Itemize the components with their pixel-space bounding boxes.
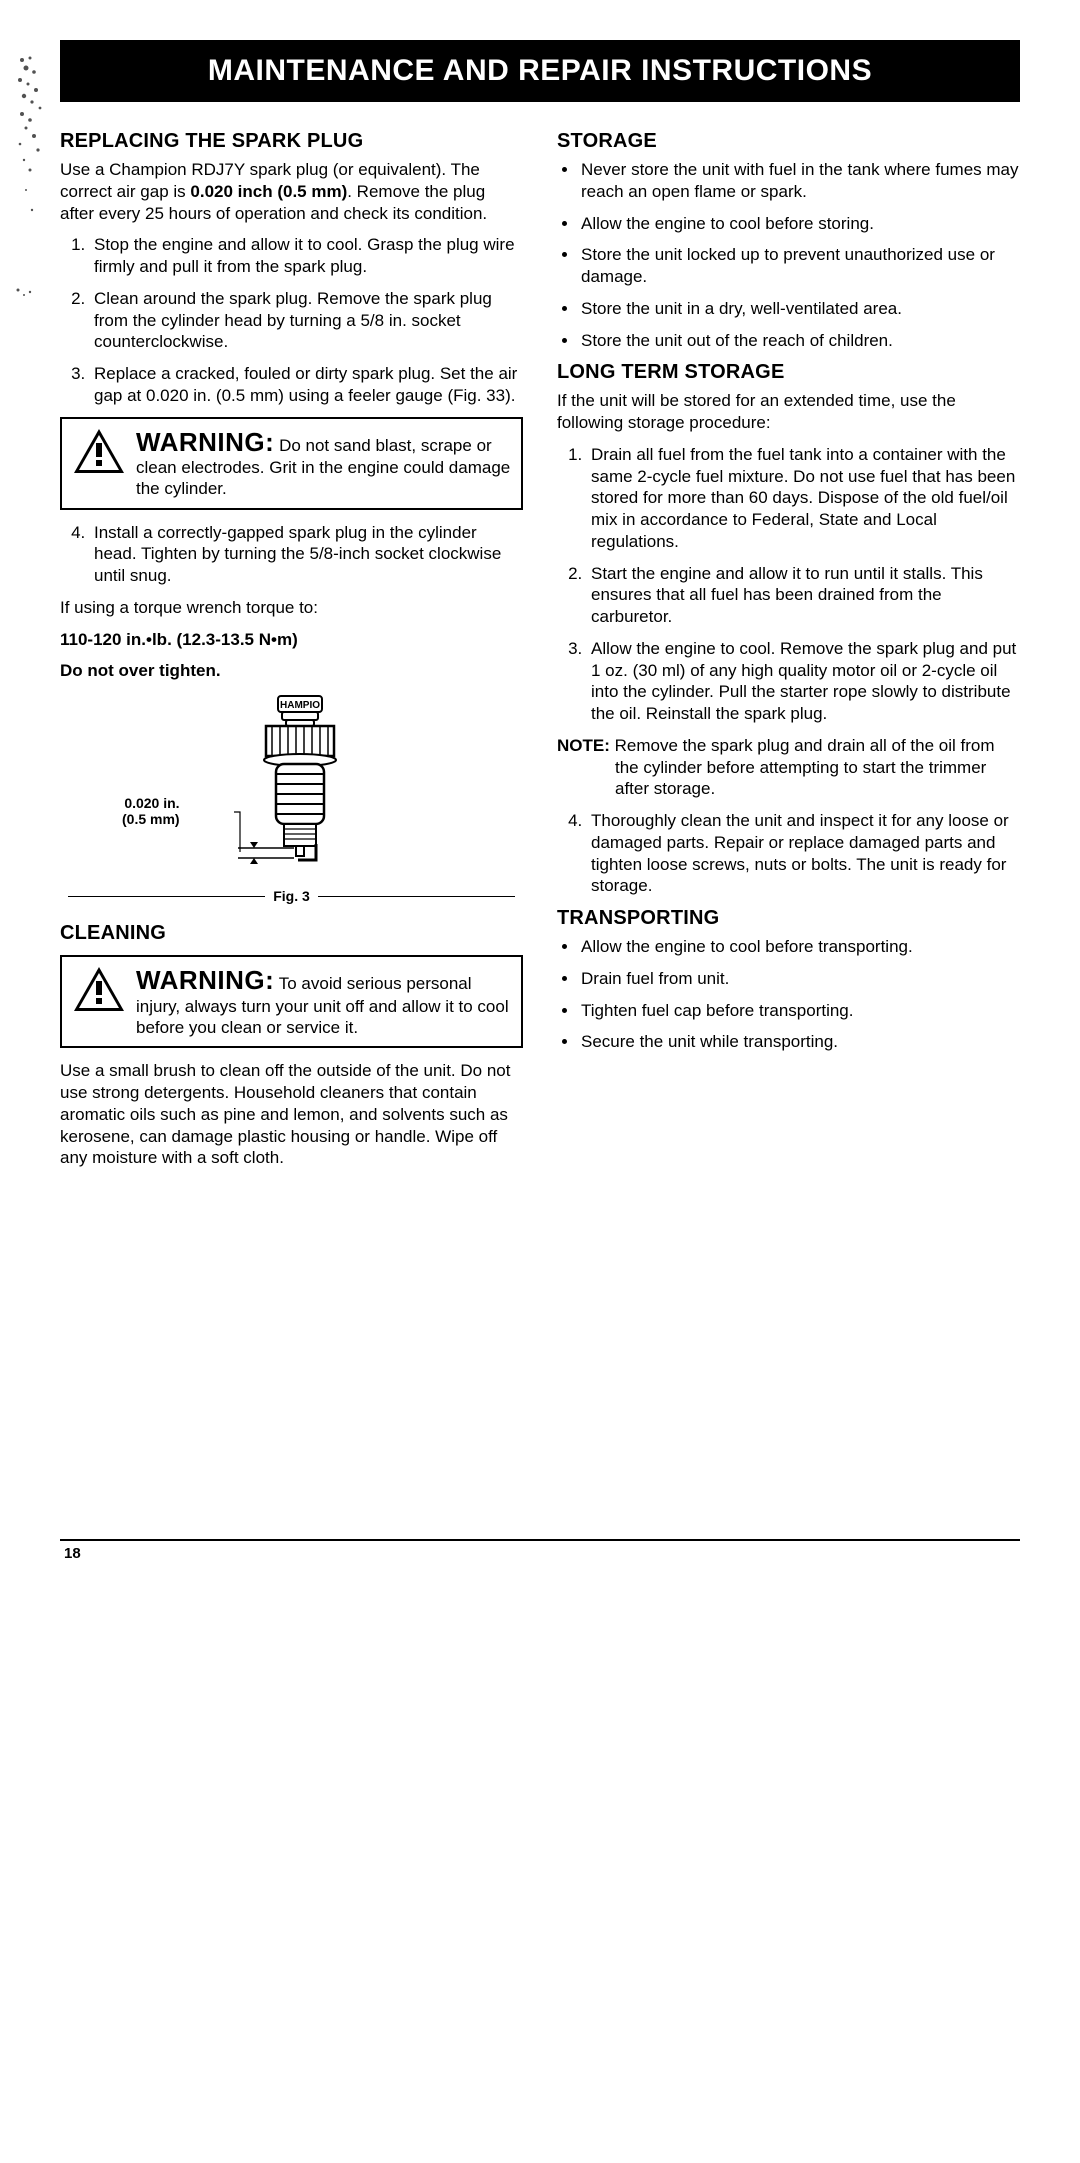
- page-number: 18: [60, 1545, 1020, 1562]
- warning-label: WARNING:: [136, 427, 274, 457]
- figure-caption: Fig. 3: [273, 888, 310, 904]
- transporting-bullet: Drain fuel from unit.: [579, 968, 1020, 990]
- storage-bullet: Never store the unit with fuel in the ta…: [579, 159, 1020, 203]
- gap-label-in: 0.020 in.: [124, 795, 179, 811]
- page-banner: MAINTENANCE AND REPAIR INSTRUCTIONS: [60, 40, 1020, 102]
- replacing-intro: Use a Champion RDJ7Y spark plug (or equi…: [60, 159, 523, 224]
- warning-label: WARNING:: [136, 965, 274, 995]
- longterm-step: Start the engine and allow it to run unt…: [587, 563, 1020, 628]
- transporting-bullet: Tighten fuel cap before transporting.: [579, 1000, 1020, 1022]
- footer-rule: 18: [60, 1539, 1020, 1562]
- left-column: REPLACING THE SPARK PLUG Use a Champion …: [60, 130, 523, 1179]
- replacing-steps-1-3: Stop the engine and allow it to cool. Gr…: [60, 234, 523, 406]
- gap-label-mm: (0.5 mm): [122, 811, 180, 827]
- torque-intro: If using a torque wrench torque to:: [60, 597, 523, 619]
- warning-box-sandblast: WARNING: Do not sand blast, scrape or cl…: [60, 417, 523, 510]
- heading-replacing-spark-plug: REPLACING THE SPARK PLUG: [60, 130, 523, 153]
- air-gap-spec: 0.020 inch (0.5 mm): [190, 182, 347, 201]
- torque-spec: 110-120 in.•lb. (12.3-13.5 N•m): [60, 629, 523, 651]
- longterm-note: NOTE: Remove the spark plug and drain al…: [557, 735, 1020, 800]
- svg-text:HAMPIO: HAMPIO: [280, 700, 320, 711]
- transporting-bullets: Allow the engine to cool before transpor…: [557, 936, 1020, 1053]
- storage-bullet: Allow the engine to cool before storing.: [579, 213, 1020, 235]
- storage-bullet: Store the unit locked up to prevent unau…: [579, 244, 1020, 288]
- spark-plug-illustration: HAMPIO: [192, 692, 392, 882]
- replacing-step: Install a correctly-gapped spark plug in…: [90, 522, 523, 587]
- longterm-step: Allow the engine to cool. Remove the spa…: [587, 638, 1020, 725]
- longterm-step: Thoroughly clean the unit and inspect it…: [587, 810, 1020, 897]
- right-column: STORAGE Never store the unit with fuel i…: [557, 130, 1020, 1179]
- replacing-step-4-list: Install a correctly-gapped spark plug in…: [60, 522, 523, 587]
- replacing-step: Stop the engine and allow it to cool. Gr…: [90, 234, 523, 278]
- storage-bullets: Never store the unit with fuel in the ta…: [557, 159, 1020, 351]
- warning-triangle-icon: [72, 965, 126, 1013]
- transporting-bullet: Secure the unit while transporting.: [579, 1031, 1020, 1053]
- gap-label: 0.020 in. (0.5 mm): [122, 796, 180, 827]
- warning-box-injury: WARNING: To avoid serious personal injur…: [60, 955, 523, 1048]
- warning-triangle-icon: [72, 427, 126, 475]
- heading-long-term-storage: LONG TERM STORAGE: [557, 361, 1020, 384]
- figure-spark-plug: 0.020 in. (0.5 mm) HAMPIO: [60, 692, 523, 904]
- torque-warning: Do not over tighten.: [60, 660, 523, 682]
- longterm-steps-1-3: Drain all fuel from the fuel tank into a…: [557, 444, 1020, 725]
- longterm-step: Drain all fuel from the fuel tank into a…: [587, 444, 1020, 553]
- storage-bullet: Store the unit in a dry, well-ventilated…: [579, 298, 1020, 320]
- cleaning-paragraph: Use a small brush to clean off the outsi…: [60, 1060, 523, 1169]
- replacing-step: Clean around the spark plug. Remove the …: [90, 288, 523, 353]
- heading-cleaning: CLEANING: [60, 922, 523, 945]
- longterm-intro: If the unit will be stored for an extend…: [557, 390, 1020, 434]
- replacing-step: Replace a cracked, fouled or dirty spark…: [90, 363, 523, 407]
- heading-transporting: TRANSPORTING: [557, 907, 1020, 930]
- storage-bullet: Store the unit out of the reach of child…: [579, 330, 1020, 352]
- heading-storage: STORAGE: [557, 130, 1020, 153]
- note-label: NOTE:: [557, 736, 610, 755]
- note-text: Remove the spark plug and drain all of t…: [610, 736, 995, 799]
- transporting-bullet: Allow the engine to cool before transpor…: [579, 936, 1020, 958]
- longterm-step-4-list: Thoroughly clean the unit and inspect it…: [557, 810, 1020, 897]
